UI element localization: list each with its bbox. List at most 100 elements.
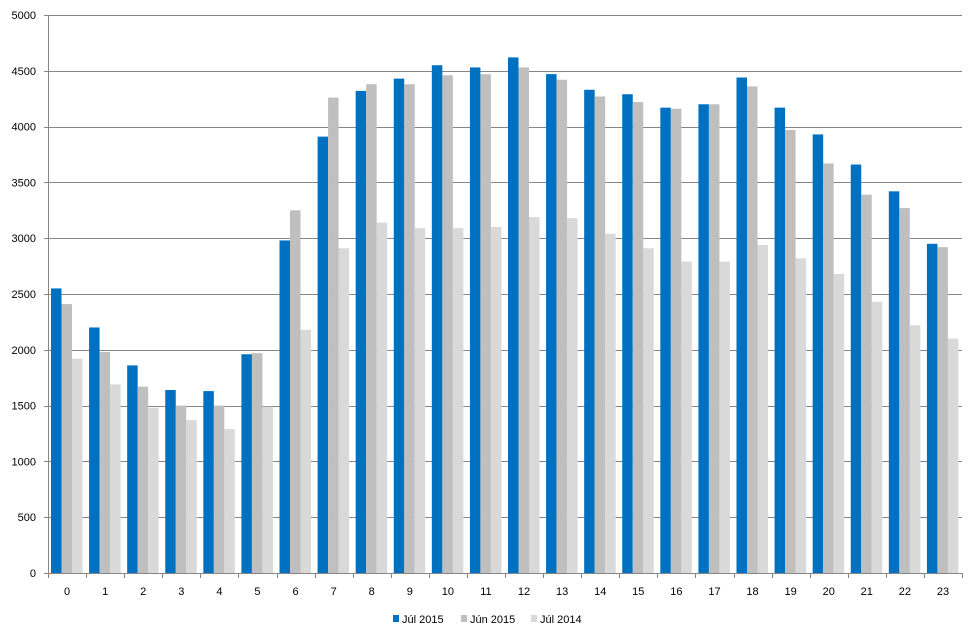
bar-s2-c21 bbox=[871, 301, 883, 573]
bar-s1-c5 bbox=[251, 353, 263, 573]
y-tick-label: 3000 bbox=[12, 233, 36, 245]
x-tick-label: 14 bbox=[594, 586, 606, 598]
x-tick-label: 5 bbox=[254, 586, 260, 598]
y-tick-label: 0 bbox=[30, 568, 36, 580]
x-tick-label: 13 bbox=[556, 586, 568, 598]
x-tick-label: 0 bbox=[64, 586, 70, 598]
bar-s1-c16 bbox=[670, 108, 682, 574]
bar-s1-c8 bbox=[366, 84, 377, 573]
bar-s2-c15 bbox=[643, 248, 654, 574]
x-tick-label: 6 bbox=[292, 586, 298, 598]
bar-s0-c9 bbox=[393, 78, 405, 574]
bar-s1-c17 bbox=[708, 104, 720, 573]
x-tick-labels: 0 1 2 3 4 5 6 7 8 9 10 11 12 13 14 15 16 17 18 19 20 21 22 23 bbox=[64, 586, 949, 598]
bar-s2-c8 bbox=[376, 222, 388, 573]
bar-s0-c21 bbox=[850, 164, 862, 574]
x-tick-label: 12 bbox=[518, 586, 530, 598]
legend-swatch bbox=[393, 615, 399, 622]
bar-s0-c19 bbox=[774, 107, 786, 573]
bar-s1-c18 bbox=[747, 86, 758, 574]
y-tick-label: 4500 bbox=[12, 66, 36, 78]
bar-s0-c8 bbox=[355, 90, 367, 573]
bar-s2-c16 bbox=[681, 261, 692, 573]
x-tick-label: 17 bbox=[708, 586, 720, 598]
bar-s1-c12 bbox=[518, 67, 529, 573]
legend: Júl 2015 Jún 2015 Júl 2014 bbox=[393, 614, 582, 626]
bar-s0-c13 bbox=[546, 74, 557, 574]
legend-label: Júl 2015 bbox=[402, 614, 444, 626]
x-tick-label: 11 bbox=[480, 586, 491, 598]
bar-s0-c15 bbox=[622, 94, 633, 574]
bar-s2-c4 bbox=[224, 429, 235, 573]
bar-s0-c5 bbox=[241, 354, 252, 573]
bar-s2-c10 bbox=[452, 228, 464, 573]
y-tick-label: 4000 bbox=[12, 122, 36, 134]
bar-s2-c5 bbox=[262, 406, 273, 573]
legend-label: Júl 2014 bbox=[540, 614, 582, 626]
bar-s2-c20 bbox=[833, 273, 845, 573]
bar-s0-c17 bbox=[698, 104, 709, 573]
bar-s1-c10 bbox=[442, 75, 453, 573]
bar-s1-c1 bbox=[99, 352, 111, 573]
x-tick-label: 21 bbox=[861, 586, 873, 598]
bar-s1-c9 bbox=[404, 84, 415, 573]
x-tick-label: 20 bbox=[823, 586, 835, 598]
x-tick-label: 3 bbox=[178, 586, 184, 598]
legend-swatch bbox=[461, 615, 467, 622]
legend-label: Jún 2015 bbox=[470, 614, 515, 626]
bars bbox=[51, 57, 959, 574]
x-tick-label: 23 bbox=[937, 586, 949, 598]
bar-s1-c0 bbox=[61, 304, 72, 573]
bar-s1-c2 bbox=[137, 386, 149, 573]
bar-s0-c4 bbox=[203, 391, 214, 573]
bar-s2-c7 bbox=[338, 248, 350, 574]
bar-s0-c1 bbox=[89, 327, 100, 573]
bar-s2-c23 bbox=[947, 338, 959, 573]
x-tick-label: 10 bbox=[442, 586, 454, 598]
bar-s2-c17 bbox=[719, 261, 730, 573]
bar-s0-c6 bbox=[279, 240, 290, 573]
y-tick-label: 5000 bbox=[12, 10, 36, 22]
bar-s0-c11 bbox=[469, 67, 481, 573]
y-tick-label: 1000 bbox=[12, 456, 36, 468]
x-tick-label: 4 bbox=[216, 586, 222, 598]
bar-s0-c22 bbox=[888, 191, 900, 573]
bar-s2-c3 bbox=[186, 420, 197, 573]
bar-s2-c12 bbox=[529, 217, 540, 573]
x-tick-label: 22 bbox=[899, 586, 911, 598]
bar-s1-c6 bbox=[290, 210, 301, 574]
bar-s2-c2 bbox=[148, 407, 159, 573]
bar-s2-c11 bbox=[490, 227, 502, 574]
y-tick-label: 500 bbox=[18, 512, 36, 524]
bar-s1-c19 bbox=[785, 129, 796, 573]
bar-s1-c3 bbox=[175, 405, 187, 573]
x-tick-label: 15 bbox=[632, 586, 644, 598]
bar-s1-c4 bbox=[213, 405, 225, 573]
x-tick-label: 2 bbox=[140, 586, 146, 598]
bar-s0-c12 bbox=[508, 57, 519, 574]
x-tick-label: 9 bbox=[407, 586, 413, 598]
bar-s0-c3 bbox=[165, 389, 176, 573]
x-tick-label: 18 bbox=[746, 586, 758, 598]
bar-s2-c0 bbox=[72, 358, 83, 573]
y-tick-label: 3500 bbox=[12, 177, 36, 189]
y-tick-labels: 0 500 1000 1500 2000 2500 3000 3500 4000 4500 5000 bbox=[12, 10, 36, 580]
bar-s2-c19 bbox=[795, 258, 807, 573]
bar-s0-c23 bbox=[926, 243, 938, 573]
bar-s2-c14 bbox=[605, 233, 616, 574]
bar-s0-c0 bbox=[51, 288, 62, 573]
bar-s0-c2 bbox=[127, 365, 138, 573]
gridlines bbox=[44, 15, 962, 574]
bar-s2-c22 bbox=[909, 325, 921, 573]
legend-swatch bbox=[531, 615, 537, 622]
bar-s2-c9 bbox=[414, 228, 426, 573]
bar-s1-c14 bbox=[594, 96, 606, 573]
y-tick-label: 2500 bbox=[12, 289, 36, 301]
bar-s0-c10 bbox=[431, 65, 443, 573]
bar-s2-c13 bbox=[567, 218, 578, 574]
bar-s1-c13 bbox=[556, 79, 568, 573]
y-tick-label: 1500 bbox=[12, 401, 36, 413]
y-tick-label: 2000 bbox=[12, 345, 36, 357]
bar-s1-c7 bbox=[328, 97, 339, 573]
bar-s0-c18 bbox=[736, 77, 747, 573]
